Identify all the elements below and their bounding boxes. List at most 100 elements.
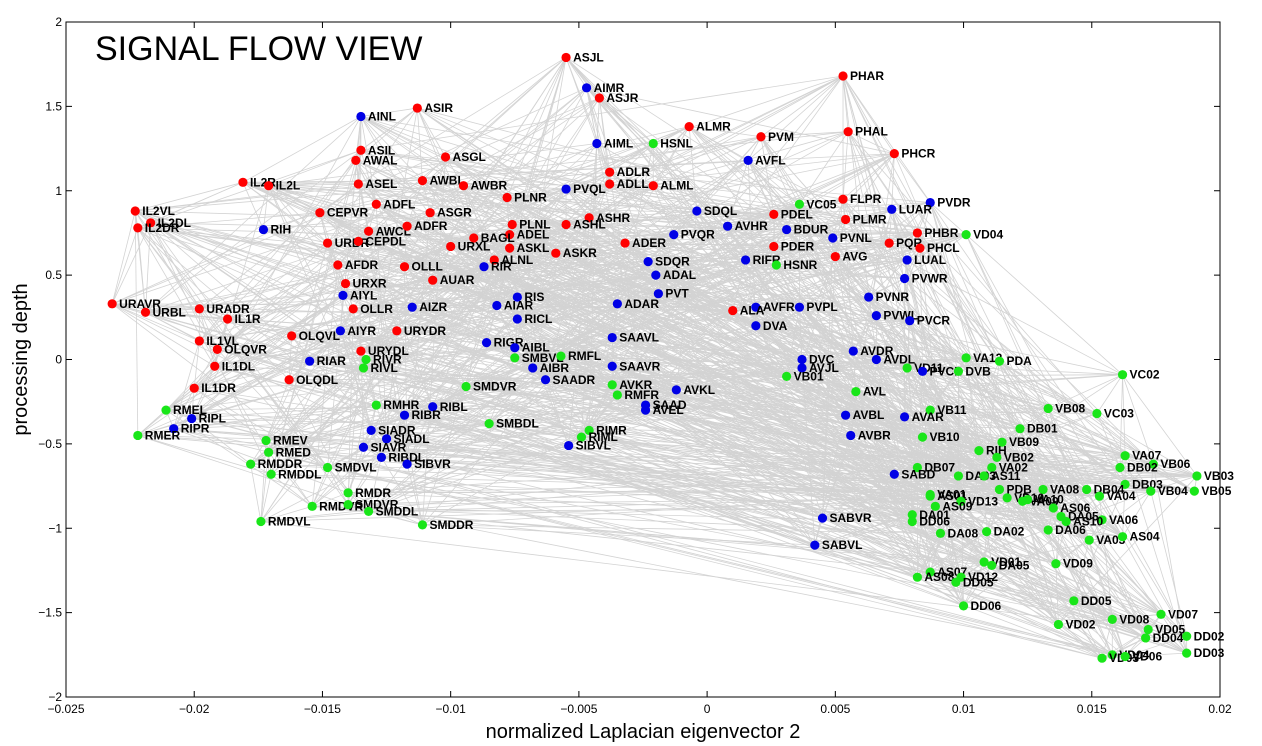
edge-line [342, 203, 800, 296]
node-point-inter [338, 290, 348, 300]
edge-line [965, 234, 1146, 639]
edge-line [288, 379, 1187, 654]
edge-line [888, 242, 1162, 615]
edge-line [893, 153, 931, 203]
node-label: LUAL [914, 253, 946, 267]
node-label: VB02 [1004, 450, 1034, 464]
node-point-sensory [838, 194, 848, 204]
node-label: VA07 [1132, 449, 1161, 463]
edge-line [565, 224, 1023, 502]
node-point-inter [751, 302, 761, 312]
edge-line [855, 391, 931, 411]
node-label: VB04 [1158, 484, 1188, 498]
edge-line [366, 347, 515, 360]
edge-line [137, 428, 174, 436]
node-point-sensory [210, 361, 220, 371]
node-label: AS06 [1060, 501, 1090, 515]
node-point-motor [322, 462, 333, 473]
edge-line [847, 131, 1113, 655]
node-label: URAVR [119, 297, 161, 311]
edge-line [150, 222, 918, 578]
node-point-motor [935, 528, 946, 538]
chart-title: SIGNAL FLOW VIEW [95, 30, 422, 68]
node-point-sensory [505, 230, 515, 240]
edge-line [268, 452, 313, 507]
node-point-motor [1043, 525, 1053, 535]
edge-line [357, 241, 364, 448]
edge-line [265, 87, 587, 441]
node-label: AIYL [350, 288, 377, 302]
node-label: AUAR [440, 273, 475, 287]
node-point-sensory [412, 103, 422, 113]
edge-line [150, 222, 1097, 414]
edge-line [376, 203, 823, 519]
node-label: AS09 [942, 499, 972, 513]
node-point-sensory [333, 260, 343, 270]
node-label: AS11 [991, 469, 1021, 483]
edge-line [355, 107, 418, 161]
edge-line [922, 371, 1113, 656]
node-label: CEPDL [365, 234, 406, 248]
edge-line [319, 212, 1187, 654]
node-point-motor [246, 459, 256, 469]
node-label: RMDVL [268, 515, 311, 529]
node-point-motor [364, 506, 374, 516]
node-label: AIBR [540, 361, 570, 375]
edge-line [145, 116, 362, 313]
edge-line [360, 116, 377, 205]
node-label: RIVR [373, 353, 402, 367]
node-label: BAGL [481, 231, 515, 245]
edge-line [312, 505, 992, 566]
node-label: PDB [1006, 482, 1032, 496]
node-label: AINL [368, 110, 396, 124]
edge-line [288, 335, 293, 380]
node-label: AVDL [883, 353, 915, 367]
edge-line [355, 160, 1049, 531]
node-label: DD04 [1153, 631, 1184, 645]
edge-line [404, 415, 408, 465]
edge-line [1122, 374, 1126, 456]
edge-line [845, 208, 892, 220]
edge-line [242, 181, 674, 236]
edge-line [1124, 635, 1187, 657]
node-label: IL1DR [201, 381, 236, 395]
edge-line [1060, 516, 1162, 615]
edge-line [260, 452, 269, 522]
edge-line [250, 252, 557, 465]
edge-line [532, 367, 1023, 502]
edge-line [112, 303, 1187, 637]
node-label: IL1R [235, 312, 261, 326]
node-label: PDEL [781, 207, 813, 221]
node-point-sensory [189, 383, 199, 393]
node-point-motor [1048, 503, 1058, 513]
node-label: HSNR [783, 258, 817, 272]
node-label: DB07 [924, 461, 955, 475]
edge-line [242, 116, 362, 183]
node-point-motor [782, 371, 792, 381]
node-label: DA06 [1055, 523, 1086, 537]
edge-line [327, 467, 1113, 656]
edge-line [191, 418, 251, 465]
node-point-motor [1092, 408, 1102, 419]
node-point-inter [402, 459, 412, 469]
edge-line [909, 320, 1126, 485]
edge-line [111, 210, 136, 304]
x-tick-label: −0.015 [304, 702, 341, 716]
edge-line [199, 340, 1067, 522]
node-point-motor [902, 363, 912, 373]
edge-line [512, 224, 1028, 500]
edge-line [429, 212, 1146, 639]
node-point-sensory [446, 241, 456, 252]
node-label: RMFR [624, 388, 659, 402]
node-label: URYDR [404, 324, 447, 338]
edge-line [432, 406, 1113, 656]
node-point-motor [1182, 631, 1192, 641]
edge-line [145, 311, 1056, 565]
edge-line [835, 256, 959, 372]
edge-line [1066, 519, 1103, 522]
node-point-inter [643, 257, 653, 267]
edge-line [589, 429, 1195, 492]
node-point-motor [1069, 596, 1079, 606]
y-tick-label: 1 [55, 184, 62, 198]
